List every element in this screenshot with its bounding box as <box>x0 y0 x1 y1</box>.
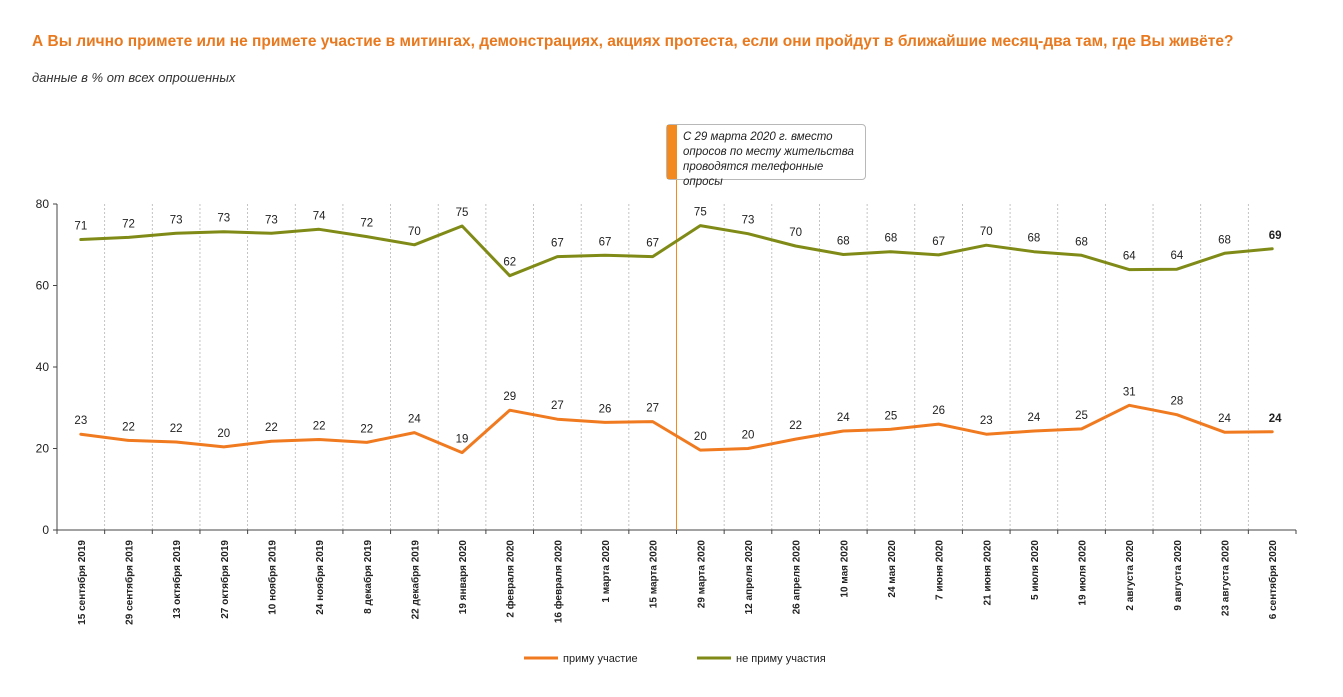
data-label: 23 <box>74 415 87 427</box>
data-label: 73 <box>170 214 183 226</box>
x-category-label: 10 мая 2020 <box>839 540 850 598</box>
data-label: 72 <box>122 218 135 230</box>
x-category-label: 29 марта 2020 <box>696 540 707 609</box>
data-label: 19 <box>456 434 469 446</box>
x-category-label: 1 марта 2020 <box>601 540 612 603</box>
data-label: 22 <box>170 423 183 435</box>
x-category-label: 9 августа 2020 <box>1173 540 1184 611</box>
data-label: 68 <box>1218 234 1231 246</box>
data-label: 70 <box>789 227 802 239</box>
data-label: 26 <box>599 403 612 415</box>
data-label: 68 <box>1028 233 1041 245</box>
data-label: 29 <box>503 391 516 403</box>
data-label: 27 <box>551 400 564 412</box>
data-label: 64 <box>1123 251 1136 263</box>
note-accent-bar <box>667 125 677 179</box>
y-tick-label: 20 <box>36 442 50 456</box>
x-category-label: 7 июня 2020 <box>935 540 946 600</box>
y-tick-label: 0 <box>42 523 49 537</box>
note-text: С 29 марта 2020 г. вместо опросов по мес… <box>683 130 859 190</box>
x-category-label: 27 октября 2019 <box>219 540 231 619</box>
x-category-label: 23 августа 2020 <box>1221 540 1232 617</box>
data-label: 23 <box>980 415 993 427</box>
data-label: 24 <box>1028 412 1041 424</box>
data-label: 20 <box>694 431 707 443</box>
data-label: 22 <box>360 423 373 435</box>
data-label: 24 <box>1218 413 1231 425</box>
x-category-label: 2 февраля 2020 <box>505 540 517 618</box>
data-label: 27 <box>646 403 659 415</box>
chart-title: А Вы лично примете или не примете участи… <box>32 33 1234 50</box>
data-label: 75 <box>694 207 707 219</box>
data-label: 73 <box>217 213 230 225</box>
x-category-label: 6 сентября 2020 <box>1267 540 1279 620</box>
legend-label: не приму участия <box>736 653 826 665</box>
data-label: 67 <box>646 238 659 250</box>
x-category-label: 19 июля 2020 <box>1078 540 1089 606</box>
note-line-3: проводятся телефонные опросы <box>683 161 824 188</box>
note-line-2: опросов по месту жительства <box>683 146 854 158</box>
x-category-label: 29 сентября 2019 <box>123 540 135 625</box>
data-label: 72 <box>360 218 373 230</box>
data-label: 69 <box>1269 230 1282 242</box>
method-change-note: С 29 марта 2020 г. вместо опросов по мес… <box>666 124 866 188</box>
data-label: 67 <box>599 236 612 248</box>
data-label: 26 <box>932 405 945 417</box>
x-category-label: 16 февраля 2020 <box>552 540 564 624</box>
data-label: 25 <box>885 410 898 422</box>
x-category-label: 21 июня 2020 <box>982 540 993 606</box>
data-label: 73 <box>742 215 755 227</box>
x-category-label: 19 января 2020 <box>458 540 469 615</box>
data-label: 22 <box>122 421 135 433</box>
x-category-label: 12 апреля 2020 <box>744 540 755 615</box>
x-category-label: 2 августа 2020 <box>1125 540 1136 611</box>
data-label: 74 <box>313 210 326 222</box>
data-label: 31 <box>1123 386 1136 398</box>
data-label: 71 <box>74 220 87 232</box>
x-category-label: 5 июля 2020 <box>1030 540 1041 600</box>
data-label: 67 <box>551 238 564 250</box>
x-category-label: 8 декабря 2019 <box>362 540 374 614</box>
data-label: 68 <box>1075 236 1088 248</box>
x-category-label: 24 мая 2020 <box>887 540 898 598</box>
note-line-1: С 29 марта 2020 г. вместо <box>683 131 833 143</box>
data-label: 28 <box>1170 396 1183 408</box>
x-category-label: 15 марта 2020 <box>649 540 660 609</box>
data-label: 20 <box>217 428 230 440</box>
x-category-label: 10 ноября 2019 <box>266 540 278 615</box>
x-category-label: 22 декабря 2019 <box>409 540 421 620</box>
data-label: 22 <box>313 421 326 433</box>
data-label: 73 <box>265 214 278 226</box>
data-label: 64 <box>1170 250 1183 262</box>
y-tick-label: 40 <box>36 360 50 374</box>
x-category-label: 13 октября 2019 <box>171 540 183 619</box>
x-category-label: 26 апреля 2020 <box>792 540 803 615</box>
x-category-label: 15 сентября 2019 <box>76 540 88 625</box>
chart-subtitle: данные в % от всех опрошенных <box>32 70 236 85</box>
x-category-label: 24 ноября 2019 <box>314 540 326 615</box>
data-label: 20 <box>742 430 755 442</box>
data-label: 62 <box>503 257 516 269</box>
legend-label: приму участие <box>563 653 638 665</box>
y-tick-label: 60 <box>36 279 50 293</box>
series-line-take-part <box>79 403 1274 455</box>
data-label: 68 <box>885 233 898 245</box>
data-label: 68 <box>837 236 850 248</box>
data-label: 67 <box>932 236 945 248</box>
data-label: 25 <box>1075 410 1088 422</box>
data-label: 75 <box>456 207 469 219</box>
y-tick-label: 80 <box>36 197 50 211</box>
data-label: 22 <box>265 422 278 434</box>
data-label: 70 <box>408 226 421 238</box>
data-label: 70 <box>980 226 993 238</box>
data-label: 24 <box>1269 413 1282 425</box>
data-label: 24 <box>408 414 421 426</box>
series-line-not-take-part <box>79 224 1274 278</box>
data-label: 24 <box>837 412 850 424</box>
data-label: 22 <box>789 420 802 432</box>
